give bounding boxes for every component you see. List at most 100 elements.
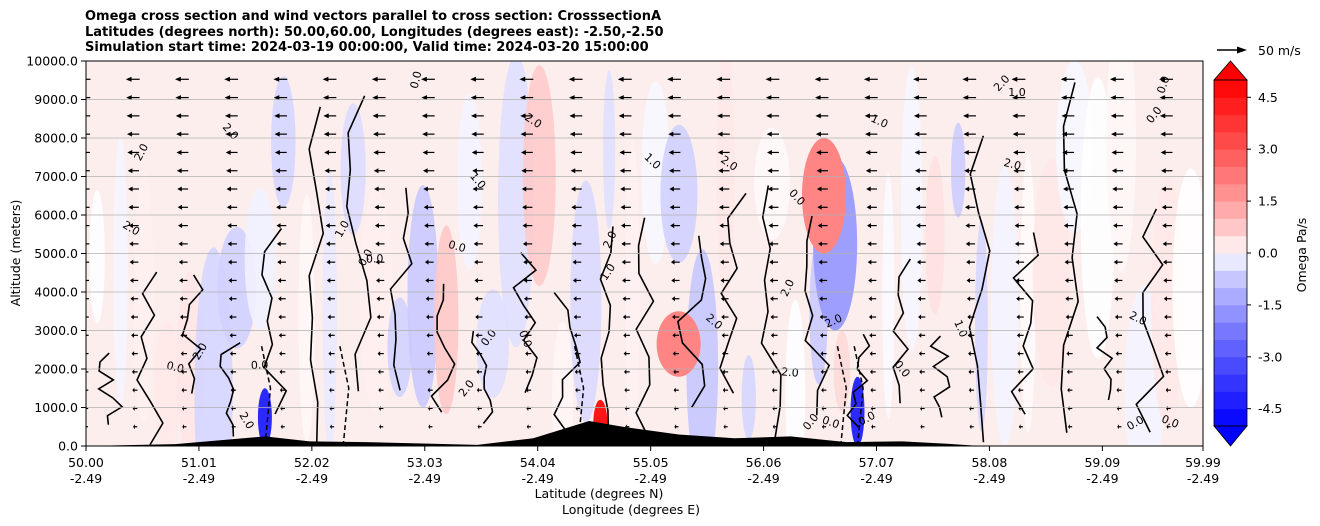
wind-vector — [324, 186, 336, 192]
wind-vector — [819, 296, 828, 302]
wind-vector — [130, 296, 139, 302]
wind-vector — [276, 241, 287, 247]
wind-vector — [374, 204, 385, 210]
wind-vector — [1016, 332, 1024, 338]
wind-vector — [176, 131, 189, 137]
wind-vector — [1114, 277, 1123, 283]
wind-vector — [228, 296, 237, 302]
wind-vector — [869, 351, 876, 357]
wind-vector — [470, 76, 485, 82]
contour-label: 0.0 — [408, 70, 425, 90]
wind-vector — [716, 76, 731, 82]
wind-vector — [1060, 76, 1075, 82]
x-tick-label-lat: 51.01 — [181, 455, 217, 470]
y-tick-label: 7000.0 — [34, 169, 78, 184]
y-tick-label: 6000.0 — [34, 208, 78, 223]
colorbar-segment — [1214, 253, 1247, 271]
wind-vector — [377, 332, 384, 338]
wind-vector — [523, 259, 533, 265]
wind-vector — [324, 168, 336, 174]
wind-vector — [180, 351, 187, 357]
wind-vector — [372, 131, 386, 137]
wind-vector — [719, 223, 730, 229]
wind-vector — [864, 95, 878, 101]
wind-vector — [622, 277, 631, 283]
wind-vector — [519, 76, 534, 82]
wind-vector — [671, 296, 680, 302]
wind-vector — [622, 296, 631, 302]
omega-band — [434, 225, 459, 415]
wind-vector — [1161, 186, 1173, 192]
wind-vector — [178, 259, 188, 265]
colorbar-segment — [1214, 408, 1247, 427]
wind-vector — [1166, 424, 1171, 430]
x-tick-label-lon: -2.49 — [522, 471, 554, 486]
wind-vector — [917, 296, 926, 302]
x-axis: 50.00-2.4951.01-2.4952.02-2.4953.03-2.49… — [68, 446, 1221, 486]
contour-line — [553, 292, 581, 433]
wind-vector — [421, 76, 435, 82]
wind-vector — [524, 314, 532, 320]
wind-vector — [375, 259, 385, 265]
wind-vector — [86, 78, 91, 80]
wind-vector — [520, 149, 533, 155]
wind-vector — [869, 332, 876, 338]
wind-vector — [274, 131, 287, 137]
wind-vector — [669, 204, 681, 210]
wind-vector — [672, 314, 680, 320]
wind-vector — [964, 204, 976, 210]
wind-vector — [229, 332, 237, 338]
wind-vector — [224, 76, 239, 82]
wind-vector — [765, 95, 780, 101]
wind-vector — [521, 168, 533, 174]
omega-band — [244, 188, 276, 331]
wind-vector — [768, 241, 779, 247]
wind-vector — [181, 387, 187, 393]
wind-vector — [275, 186, 287, 192]
wind-vector — [471, 149, 484, 155]
wind-vector — [618, 95, 632, 101]
wind-vector — [963, 131, 976, 137]
wind-vector — [86, 353, 89, 355]
wind-vector — [376, 296, 385, 302]
wind-vector — [1065, 314, 1073, 320]
wind-vector — [176, 168, 189, 174]
colorbar-segment — [1214, 218, 1247, 237]
wind-vector — [720, 259, 729, 265]
x-tick-label-lon: -2.49 — [409, 471, 441, 486]
wind-vector — [1013, 149, 1025, 155]
wind-vector — [619, 131, 632, 137]
wind-vector — [226, 168, 238, 174]
wind-vector — [425, 277, 434, 283]
wind-vector — [280, 424, 285, 430]
wind-vector — [572, 259, 582, 265]
colorbar-segment — [1214, 201, 1247, 219]
contour-label: 2.0 — [781, 365, 800, 379]
contour-line — [261, 228, 288, 415]
wind-vector — [521, 186, 533, 192]
wind-vector — [1063, 204, 1074, 210]
wind-vector — [620, 186, 631, 192]
wind-vector — [572, 241, 582, 247]
wind-vector — [224, 95, 238, 101]
wind-vector — [230, 387, 236, 393]
wind-vector — [328, 369, 335, 375]
wind-vector — [1109, 76, 1124, 82]
wind-vector — [1017, 369, 1024, 375]
wind-vector — [573, 296, 581, 302]
wind-vector — [424, 223, 434, 229]
wind-vector — [86, 188, 90, 190]
omega-band — [89, 189, 105, 324]
wind-vector — [767, 186, 779, 192]
wind-vector — [279, 387, 286, 393]
omega-band — [1172, 168, 1203, 408]
wind-vector — [1159, 95, 1173, 101]
wind-vector — [770, 296, 778, 302]
wind-vector — [177, 186, 189, 192]
wind-vector — [915, 168, 927, 174]
wind-vector — [426, 351, 433, 357]
wind-vector — [126, 131, 140, 137]
wind-vector — [964, 168, 976, 174]
wind-vector — [126, 113, 140, 119]
contour-line-negative — [853, 345, 864, 446]
